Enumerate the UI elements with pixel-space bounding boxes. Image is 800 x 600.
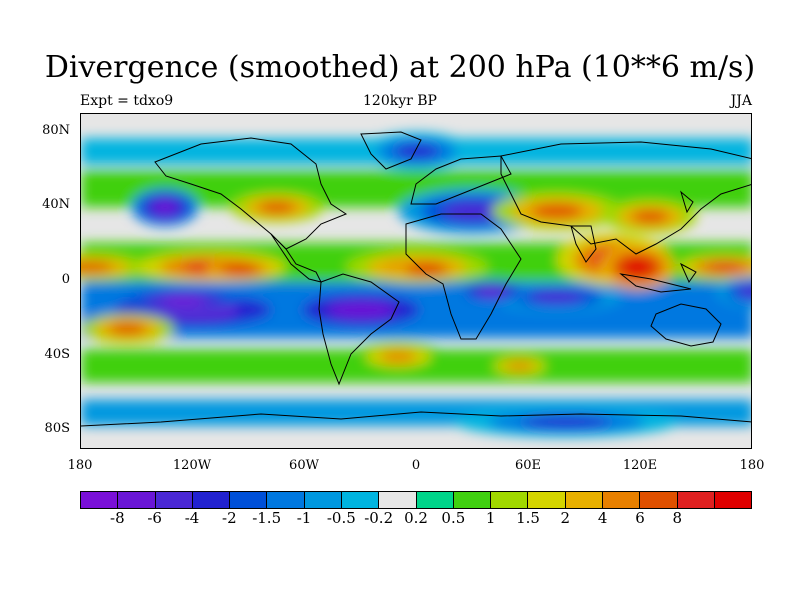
colorbar-swatch	[677, 492, 715, 508]
colorbar-swatch	[118, 492, 156, 508]
colorbar-label: 0.2	[404, 509, 428, 527]
convergence-region	[521, 416, 612, 428]
colorbar-label: -0.2	[364, 509, 394, 527]
colorbar-label: 8	[672, 509, 683, 527]
divergence-region	[530, 203, 584, 219]
experiment-label: Expt = tdxo9	[80, 93, 174, 109]
colorbar-swatch	[528, 492, 566, 508]
divergence-map	[80, 113, 752, 449]
divergence-region	[504, 361, 535, 371]
plot-title: Divergence (smoothed) at 200 hPa (10**6 …	[44, 50, 756, 85]
divergence-region	[412, 265, 440, 273]
colorbar-label: 0.5	[441, 509, 466, 527]
map-field	[81, 131, 751, 437]
convergence-region	[327, 301, 395, 319]
colorbar-label: -1	[296, 509, 312, 527]
convergence-region	[738, 285, 751, 298]
lat-tick-label: 40S	[44, 346, 70, 362]
colorbar-swatch	[416, 492, 454, 508]
lon-tick-label: 120E	[622, 458, 658, 473]
colorbar-swatch	[491, 492, 529, 508]
lat-tick-label: 40N	[42, 197, 70, 213]
divergence-region	[81, 261, 113, 273]
divergence-region	[258, 201, 296, 214]
colorbar-swatch	[230, 492, 268, 508]
colorbar-label: 1	[485, 509, 496, 527]
coastlines	[81, 131, 751, 427]
colorbar-swatch	[602, 492, 641, 508]
colorbar-label: -2	[222, 509, 237, 527]
colorbar-swatch	[304, 492, 342, 508]
colorbar-label: -0.5	[326, 509, 356, 527]
lon-tick-label: 60W	[289, 458, 319, 473]
colorbar-label: 6	[635, 509, 645, 527]
convergence-region	[161, 296, 207, 306]
lon-tick-label: 120W	[172, 458, 212, 473]
colorbar-swatch	[565, 492, 603, 508]
colorbar-label: -1.5	[252, 509, 282, 527]
colorbar-swatch	[640, 492, 678, 508]
contour-field	[81, 132, 751, 437]
colorbar-swatch	[267, 492, 305, 508]
colorbar-swatch	[379, 492, 417, 508]
colorbar-label: 1.5	[516, 509, 540, 527]
time-label: 120kyr BP	[363, 93, 437, 109]
divergence-region	[622, 258, 653, 277]
convergence-region	[151, 199, 179, 215]
convergence-region	[443, 202, 503, 221]
divergence-region	[109, 322, 147, 335]
divergence-region	[631, 209, 669, 224]
colorbar	[80, 491, 752, 509]
lon-tick-label: 60E	[514, 458, 542, 473]
season-label: JJA	[730, 93, 752, 109]
lat-tick-label: 80N	[42, 122, 70, 138]
colorbar-label: -6	[147, 509, 162, 527]
convergence-region	[394, 143, 440, 159]
colorbar-swatch	[341, 492, 380, 508]
divergence-region	[706, 262, 744, 272]
colorbar-label: -4	[184, 509, 200, 527]
lon-tick-label: 180	[67, 458, 93, 473]
lon-tick-label: 180	[739, 458, 765, 473]
colorbar-swatch	[192, 492, 231, 508]
lat-tick-label: 80S	[44, 421, 70, 437]
colorbar-swatch	[81, 492, 119, 508]
divergence-region	[226, 265, 254, 273]
convergence-region	[530, 290, 584, 303]
lat-tick-label: 0	[61, 272, 70, 287]
colorbar-swatch	[155, 492, 193, 508]
colorbar-label: 4	[597, 509, 608, 527]
colorbar-label: -8	[110, 509, 125, 527]
colorbar-label: 2	[560, 509, 571, 527]
convergence-region	[476, 286, 507, 296]
lon-tick-label: 0	[411, 458, 421, 473]
colorbar-swatch	[453, 492, 492, 508]
divergence-region	[379, 350, 418, 363]
colorbar-swatch	[714, 492, 752, 508]
